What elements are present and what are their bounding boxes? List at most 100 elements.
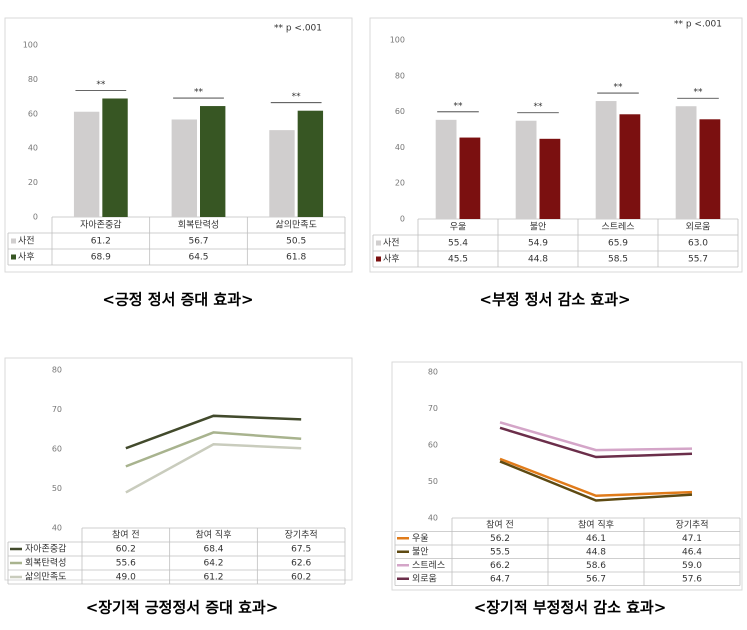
line <box>499 460 693 502</box>
y-tick-label: 70 <box>52 405 62 414</box>
table-value: 45.5 <box>448 255 468 265</box>
legend-swatch <box>376 240 381 246</box>
table-value: 61.2 <box>203 573 223 583</box>
table-value: 68.4 <box>203 545 223 555</box>
x-tick-label: 참여 직후 <box>578 518 614 530</box>
significance-label: ** <box>694 88 704 98</box>
y-tick-label: 100 <box>23 41 38 50</box>
panel <box>4 17 353 273</box>
y-tick-label: 60 <box>428 441 438 450</box>
y-tick-label: 80 <box>428 368 438 377</box>
table-value: 47.1 <box>682 534 702 544</box>
table-value: 60.2 <box>291 573 311 583</box>
panel <box>369 17 743 273</box>
significance-label: ** <box>96 80 106 90</box>
significance-label: ** <box>614 83 624 93</box>
significance-label: ** <box>534 102 544 112</box>
bar <box>595 101 617 219</box>
bar <box>699 119 721 219</box>
table-value: 66.2 <box>490 561 510 571</box>
y-tick-label: 40 <box>395 143 405 152</box>
legend-label: 불안 <box>412 546 429 557</box>
table-value: 64.5 <box>188 253 208 263</box>
table-value: 44.8 <box>528 255 548 265</box>
legend-label: 회복탄력성 <box>25 557 66 569</box>
note: ** p <.001 <box>674 20 722 30</box>
y-tick-label: 20 <box>395 179 405 188</box>
table-value: 64.7 <box>490 574 510 584</box>
table-value: 46.4 <box>682 547 702 557</box>
bar <box>73 111 100 217</box>
table-value: 63.0 <box>688 239 708 249</box>
bar <box>297 110 324 217</box>
legend-label: 사후 <box>18 252 35 263</box>
table-value: 56.7 <box>586 574 606 584</box>
table-value: 56.7 <box>188 237 208 247</box>
bar <box>675 106 697 219</box>
table-value: 67.5 <box>291 545 311 555</box>
bar <box>515 120 537 219</box>
x-tick-label: 우울 <box>450 222 467 233</box>
legend-label: 사후 <box>383 254 400 265</box>
legend-label: 삶의만족도 <box>25 572 66 583</box>
line <box>499 426 693 459</box>
table-value: 49.0 <box>116 573 136 583</box>
x-tick-label: 참여 전 <box>112 529 140 541</box>
bar <box>200 106 226 217</box>
table-value: 55.4 <box>448 239 468 249</box>
y-tick-label: 40 <box>52 524 62 533</box>
bar <box>102 98 128 217</box>
y-tick-label: 40 <box>428 514 438 523</box>
x-tick-label: 자아존중감 <box>80 219 121 231</box>
y-tick-label: 80 <box>52 366 62 375</box>
table-value: 59.0 <box>682 561 702 571</box>
table-value: 50.5 <box>286 237 306 247</box>
y-tick-label: 40 <box>28 144 38 153</box>
y-tick-label: 50 <box>52 484 62 493</box>
y-tick-label: 80 <box>395 71 405 80</box>
x-tick-label: 삶의만족도 <box>275 220 316 231</box>
table-value: 57.6 <box>682 574 702 584</box>
bar <box>435 119 457 219</box>
table-value: 61.2 <box>91 237 111 247</box>
chart-title: <장기적 부정정서 감소 효과> <box>474 599 667 617</box>
table-value: 62.6 <box>291 559 311 569</box>
table-value: 64.2 <box>203 559 223 569</box>
x-tick-label: 참여 직후 <box>196 529 232 541</box>
legend-label: 사전 <box>383 238 400 249</box>
line <box>125 431 302 468</box>
bar <box>619 114 641 219</box>
line <box>499 421 693 452</box>
y-tick-label: 100 <box>390 36 405 45</box>
table-value: 61.8 <box>286 253 306 263</box>
y-tick-label: 60 <box>52 445 62 454</box>
x-tick-label: 스트레스 <box>601 222 634 233</box>
legend-swatch <box>376 256 381 262</box>
x-tick-label: 회복탄력성 <box>178 219 219 231</box>
significance-label: ** <box>292 92 302 102</box>
table-value: 55.6 <box>116 559 136 569</box>
legend-swatch <box>11 254 16 260</box>
table-value: 55.5 <box>490 547 510 557</box>
table-value: 68.9 <box>91 253 111 263</box>
y-tick-label: 60 <box>28 109 38 118</box>
table-value: 46.1 <box>586 534 606 544</box>
line <box>499 457 693 497</box>
table-value: 56.2 <box>490 534 510 544</box>
chart-title: <부정 정서 감소 효과> <box>479 291 630 309</box>
x-tick-label: 장기추적 <box>285 529 318 541</box>
x-tick-label: 참여 전 <box>486 518 514 530</box>
legend-label: 우울 <box>412 533 429 544</box>
table-value: 58.6 <box>586 561 606 571</box>
table-value: 65.9 <box>608 239 628 249</box>
bar <box>269 130 295 217</box>
line <box>125 442 302 494</box>
x-tick-label: 장기추적 <box>675 518 708 530</box>
panel <box>391 361 743 591</box>
note: ** p <.001 <box>274 24 322 34</box>
y-tick-label: 0 <box>33 213 38 222</box>
bar <box>171 119 197 217</box>
table-value: 60.2 <box>116 545 136 555</box>
x-tick-label: 외로움 <box>686 221 711 233</box>
